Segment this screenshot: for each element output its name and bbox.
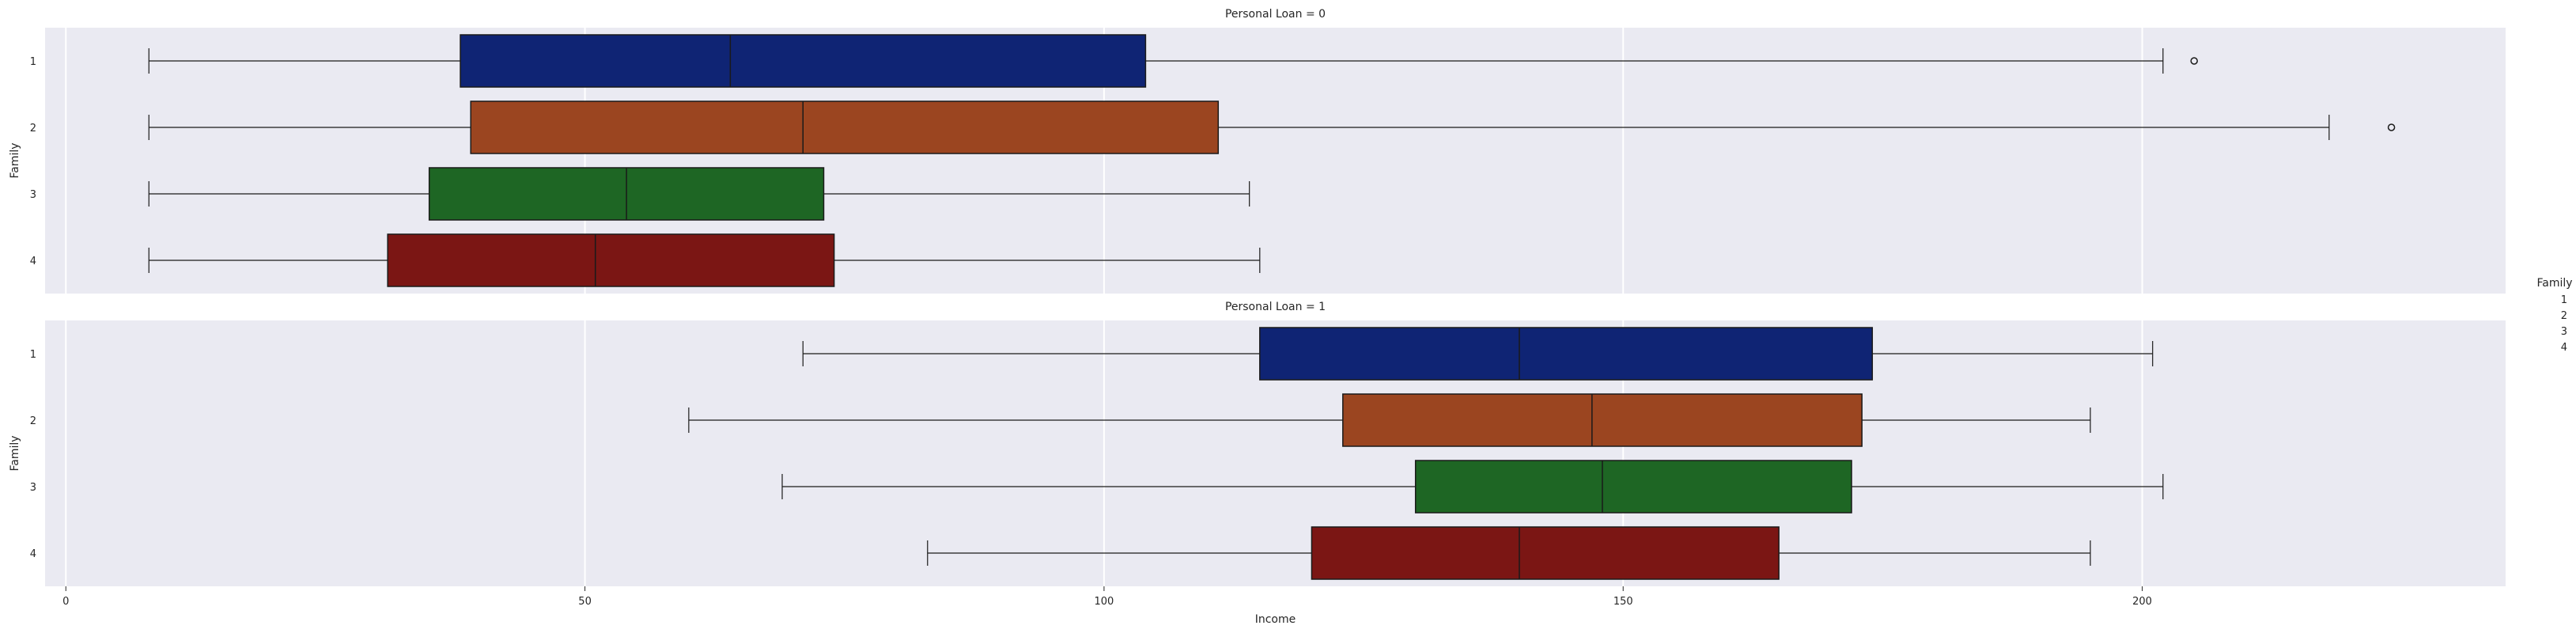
legend-entry-4: 4	[2561, 342, 2567, 354]
legend-entry-3: 3	[2561, 326, 2567, 338]
y-axis-title: Family	[9, 142, 21, 178]
box-iqr	[460, 34, 1147, 88]
y-tick-label: 3	[30, 189, 36, 201]
y-axis-title: Family	[9, 435, 21, 471]
y-tick-label: 2	[30, 123, 36, 135]
box-iqr	[470, 100, 1220, 154]
panel-personal-loan-1: Personal Loan = 1 1 2 3 4 Family	[9, 301, 2506, 586]
x-tick-label: 200	[2132, 596, 2152, 608]
box-iqr	[1259, 327, 1874, 381]
x-tick-label: 50	[578, 596, 592, 608]
legend: Family 1 2 3 4	[2536, 277, 2572, 354]
box-family-3	[781, 460, 2164, 514]
panel-title: Personal Loan = 1	[1225, 301, 1326, 313]
outlier-point	[2387, 123, 2396, 131]
box-iqr	[387, 233, 835, 287]
box-iqr	[1342, 393, 1863, 447]
x-tick-label: 0	[62, 596, 69, 608]
legend-title: Family	[2536, 277, 2572, 290]
y-tick-label: 4	[30, 256, 36, 267]
y-tick-label: 2	[30, 415, 36, 427]
x-axis: 0 50 100 150 200	[62, 586, 2152, 608]
x-axis-title: Income	[1255, 613, 1296, 626]
x-tick-label: 150	[1613, 596, 1633, 608]
panel-title: Personal Loan = 0	[1225, 8, 1326, 21]
legend-entry-2: 2	[2561, 310, 2567, 322]
box-family-3	[148, 167, 1250, 221]
box-family-4	[148, 233, 1261, 287]
box-iqr	[1311, 526, 1780, 580]
y-tick-label: 1	[30, 56, 36, 68]
outlier-point	[2190, 57, 2198, 65]
box-iqr	[1414, 460, 1852, 514]
box-family-1	[148, 34, 2198, 88]
legend-entry-1: 1	[2561, 294, 2567, 306]
box-family-4	[927, 526, 2091, 580]
y-tick-label: 1	[30, 349, 36, 361]
y-tick-label: 4	[30, 548, 36, 560]
box-family-2	[688, 393, 2091, 447]
box-family-1	[802, 327, 2154, 381]
box-family-2	[148, 100, 2396, 154]
panel-personal-loan-0: Personal Loan = 0 1 2 3 4 Family	[9, 8, 2506, 294]
x-tick-label: 100	[1094, 596, 1114, 608]
y-tick-label: 3	[30, 482, 36, 494]
